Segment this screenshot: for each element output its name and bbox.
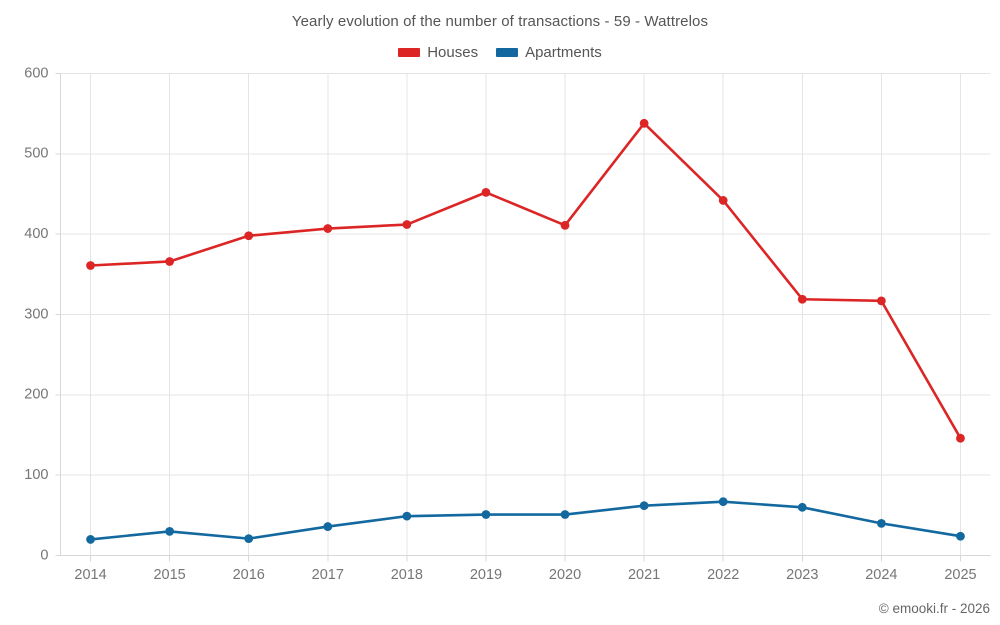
legend-label-apartments: Apartments — [525, 44, 602, 61]
x-axis-tick-label: 2016 — [233, 567, 265, 583]
footer-credit: © emooki.fr - 2026 — [878, 601, 990, 616]
data-point-houses-2014[interactable] — [86, 261, 95, 270]
data-point-houses-2025[interactable] — [956, 433, 965, 443]
y-axis-tick-label: 0 — [40, 547, 48, 563]
data-point-apartments-2021[interactable] — [639, 501, 649, 511]
x-axis-tick-label: 2015 — [153, 567, 185, 583]
data-point-apartments-2016[interactable] — [244, 534, 254, 544]
data-point-houses-2020[interactable] — [560, 220, 570, 230]
y-axis-tick-labels: 0 100 200 300 400 500 600 — [24, 65, 48, 563]
y-axis-tick-label: 500 — [24, 146, 48, 162]
x-axis-tick-labels: 2014 2015 2016 2017 2018 2019 2020 2021 2022 2023… — [74, 567, 976, 583]
x-axis-tick-label: 2014 — [74, 567, 106, 583]
data-point-houses-2024[interactable] — [876, 296, 886, 306]
y-axis-tick-label: 300 — [24, 306, 48, 322]
data-point-houses-2021[interactable] — [639, 118, 649, 128]
data-point-houses-2018[interactable] — [402, 220, 412, 229]
x-axis-tick-label: 2021 — [628, 567, 660, 583]
data-point-houses-2017[interactable] — [323, 224, 333, 233]
legend-swatch-houses — [398, 48, 421, 57]
chart-legend: Houses Apartments — [0, 44, 1000, 61]
data-point-apartments-2020[interactable] — [560, 510, 570, 519]
y-axis-tick-label: 400 — [24, 226, 48, 242]
x-axis-tick-label: 2018 — [391, 567, 423, 583]
data-point-apartments-2019[interactable] — [481, 510, 491, 519]
x-axis-tick-label: 2024 — [865, 567, 897, 583]
chart-title: Yearly evolution of the number of transa… — [291, 13, 709, 30]
x-axis-tick-label: 2019 — [470, 567, 502, 583]
legend-swatch-apartments — [496, 48, 519, 57]
series-line-apartments — [89, 500, 962, 541]
y-axis-tick-label: 100 — [24, 467, 48, 483]
x-axis-tick-label: 2025 — [944, 567, 976, 583]
data-point-houses-2022[interactable] — [718, 196, 728, 205]
y-axis-tick-label: 200 — [24, 387, 48, 403]
legend-item-apartments[interactable]: Apartments — [496, 44, 602, 61]
series-line-houses — [89, 122, 962, 440]
data-point-houses-2023[interactable] — [797, 294, 807, 304]
data-point-apartments-2017[interactable] — [323, 522, 333, 531]
gridlines-group — [60, 73, 991, 556]
data-point-apartments-2023[interactable] — [797, 502, 807, 512]
legend-label-houses: Houses — [427, 44, 479, 61]
x-axis-tick-label: 2023 — [786, 567, 818, 583]
x-axis-tick-label: 2022 — [707, 567, 739, 583]
data-point-apartments-2018[interactable] — [402, 511, 412, 521]
legend-item-houses[interactable]: Houses — [398, 44, 478, 61]
data-point-houses-2016[interactable] — [244, 231, 254, 241]
data-point-houses-2015[interactable] — [165, 257, 175, 266]
data-point-apartments-2025[interactable] — [956, 531, 965, 541]
y-axis-tick-label: 600 — [24, 65, 48, 81]
series-group — [86, 118, 965, 544]
x-axis-tick-label: 2020 — [549, 567, 581, 583]
axes-group — [55, 73, 991, 562]
data-point-houses-2019[interactable] — [481, 187, 491, 197]
x-axis-tick-label: 2017 — [312, 567, 344, 583]
data-point-apartments-2015[interactable] — [165, 527, 175, 536]
data-point-apartments-2022[interactable] — [718, 497, 728, 507]
data-point-apartments-2024[interactable] — [876, 518, 886, 528]
data-point-apartments-2014[interactable] — [86, 535, 95, 544]
